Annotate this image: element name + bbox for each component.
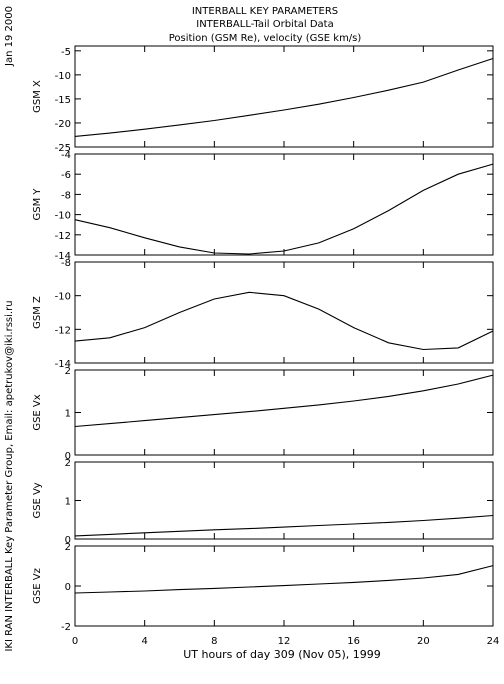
chart-title-line1: INTERBALL KEY PARAMETERS <box>192 6 338 17</box>
y-tick-label: -10 <box>55 292 71 303</box>
x-tick-label: 12 <box>278 636 291 647</box>
y-axis-label: GSE Vz <box>32 568 43 604</box>
y-tick-label: 2 <box>65 458 71 469</box>
y-axis-label: GSM Z <box>32 296 43 329</box>
y-tick-label: -25 <box>55 143 71 154</box>
y-axis-label: GSE Vx <box>32 394 43 430</box>
y-axis-label: GSM Y <box>32 188 43 221</box>
y-tick-label: -4 <box>61 150 71 161</box>
y-axis-label: GSM X <box>32 80 43 113</box>
x-tick-label: 0 <box>72 636 78 647</box>
x-tick-label: 20 <box>417 636 430 647</box>
y-tick-label: 0 <box>65 451 71 462</box>
y-tick-label: -8 <box>61 190 71 201</box>
panel-frame <box>74 369 494 456</box>
y-tick-label: -14 <box>55 251 71 262</box>
y-tick-label: -14 <box>55 359 71 370</box>
series-line <box>74 514 494 537</box>
y-axis-label: GSE Vy <box>32 482 43 518</box>
panel-2: -14 -12 -10 -8 -6 -4 GSM Y <box>32 150 494 262</box>
series-line <box>74 565 494 594</box>
y-tick-label: -12 <box>55 231 71 242</box>
credit-label: IKI RAN INTERBALL Key Parameter Group, E… <box>4 300 15 651</box>
panel-6: -2 0 2 GSE Vz <box>32 542 494 633</box>
y-tick-label: -15 <box>55 95 71 106</box>
y-tick-label: 1 <box>65 409 71 420</box>
y-tick-label: 0 <box>65 535 71 546</box>
plot-date-label: Jan 19 2000 <box>4 6 15 67</box>
panel-frame <box>74 45 494 148</box>
y-tick-label: 1 <box>65 497 71 508</box>
y-tick-label: -8 <box>61 258 71 269</box>
y-tick-label: -10 <box>55 211 71 222</box>
y-tick-label: 2 <box>65 542 71 553</box>
panel-1: -25 -20 -15 -10 -5 GSM X <box>32 45 494 154</box>
series-line <box>74 163 494 255</box>
panel-3: -14 -12 -10 -8 GSM Z <box>32 258 494 370</box>
y-tick-label: -2 <box>61 622 71 633</box>
x-tick-label: 16 <box>347 636 360 647</box>
x-axis-label: UT hours of day 309 (Nov 05), 1999 <box>183 648 381 661</box>
series-line <box>74 374 494 428</box>
x-tick-label: 24 <box>487 636 500 647</box>
y-tick-label: -12 <box>55 325 71 336</box>
series-line <box>74 57 494 137</box>
chart-title-line2: INTERBALL-Tail Orbital Data <box>196 19 333 30</box>
y-tick-label: 0 <box>65 582 71 593</box>
panel-4: 0 1 2 GSE Vx <box>32 366 494 462</box>
panel-frame <box>74 153 494 256</box>
y-tick-label: -5 <box>61 47 71 58</box>
panel-5: 0 1 2 GSE Vy <box>32 458 494 546</box>
y-tick-label: 2 <box>65 366 71 377</box>
x-tick-label: 8 <box>211 636 217 647</box>
series-line <box>74 291 494 351</box>
chart-title-line3: Position (GSM Re), velocity (GSE km/s) <box>169 33 362 44</box>
y-tick-label: -6 <box>61 170 71 181</box>
x-tick-label: 4 <box>141 636 147 647</box>
panel-frame <box>74 261 494 364</box>
y-tick-label: -10 <box>55 71 71 82</box>
y-tick-label: -20 <box>55 119 71 130</box>
